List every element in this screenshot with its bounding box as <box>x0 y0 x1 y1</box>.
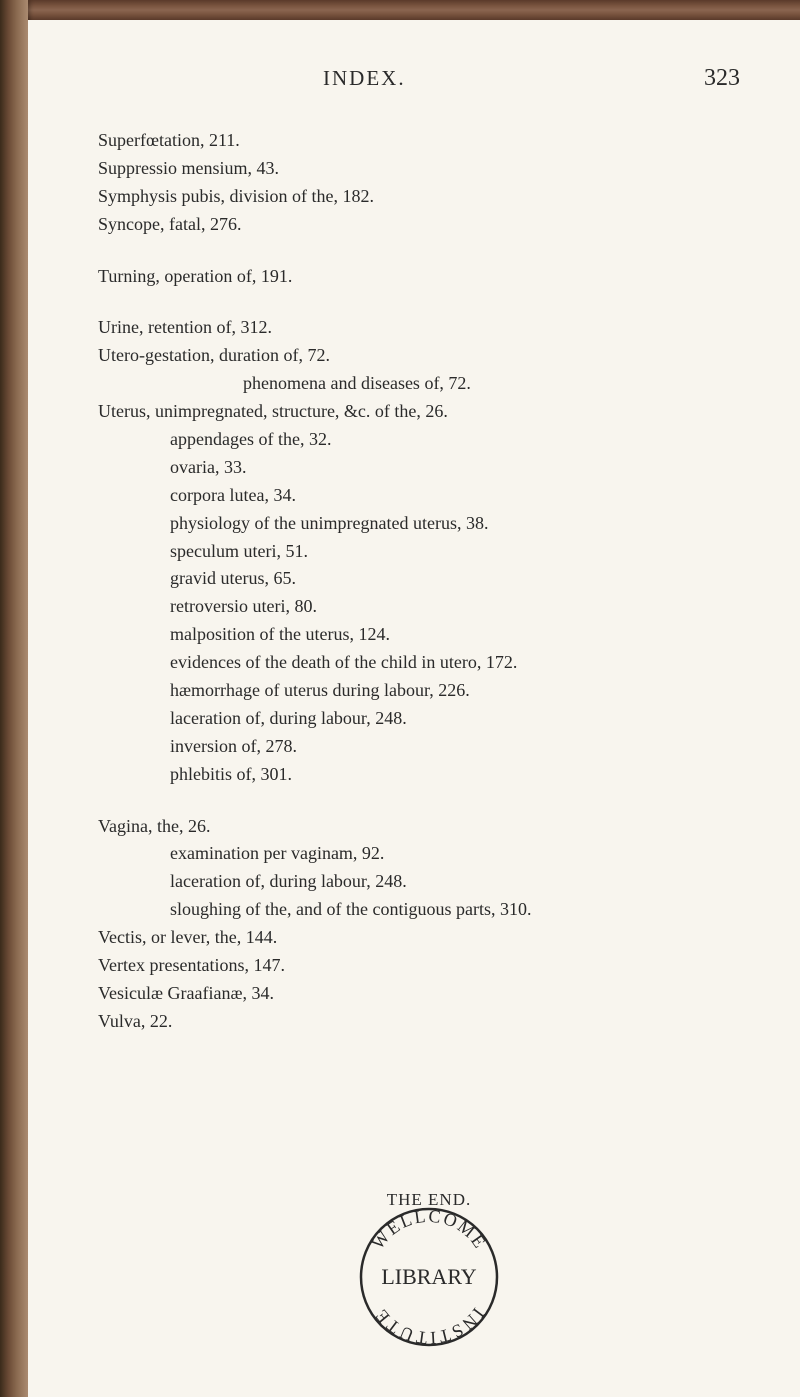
index-sub-entry: hæmorrhage of uterus during labour, 226. <box>98 677 740 705</box>
entry-group-s: Superfœtation, 211. Suppressio mensium, … <box>98 127 740 239</box>
index-entry: Turning, operation of, 191. <box>98 263 740 291</box>
library-stamp: THE END. WELLCOME LIBRARY INSTITUTE <box>354 1190 504 1352</box>
stamp-top-arc-text: WELLCOME <box>367 1206 490 1253</box>
index-sub-entry: retroversio uteri, 80. <box>98 593 740 621</box>
entry-group-u: Urine, retention of, 312. Utero-gestatio… <box>98 314 740 788</box>
index-sub-entry: malposition of the uterus, 124. <box>98 621 740 649</box>
index-sub-entry: gravid uterus, 65. <box>98 565 740 593</box>
index-entry: Suppressio mensium, 43. <box>98 155 740 183</box>
entry-group-v: Vagina, the, 26. examination per vaginam… <box>98 813 740 1036</box>
stamp-bottom-arc-text: INSTITUTE <box>370 1304 488 1348</box>
index-entry: Vagina, the, 26. <box>98 813 740 841</box>
index-entry: Symphysis pubis, division of the, 182. <box>98 183 740 211</box>
index-entry: Superfœtation, 211. <box>98 127 740 155</box>
page-header: INDEX. 323 <box>98 65 740 92</box>
index-sub-entry: evidences of the death of the child in u… <box>98 649 740 677</box>
index-entry: Vertex presentations, 147. <box>98 952 740 980</box>
index-sub-entry: speculum uteri, 51. <box>98 538 740 566</box>
index-sub-entry: sloughing of the, and of the contiguous … <box>98 896 740 924</box>
index-entry: Vectis, or lever, the, 144. <box>98 924 740 952</box>
index-sub-entry: corpora lutea, 34. <box>98 482 740 510</box>
index-entry: Vulva, 22. <box>98 1008 740 1036</box>
stamp-svg: WELLCOME LIBRARY INSTITUTE <box>354 1202 504 1352</box>
index-sub-entry: laceration of, during labour, 248. <box>98 868 740 896</box>
entry-group-t: Turning, operation of, 191. <box>98 263 740 291</box>
index-entry: Syncope, fatal, 276. <box>98 211 740 239</box>
book-spine <box>0 0 28 1397</box>
index-sub-entry: phenomena and diseases of, 72. <box>98 370 740 398</box>
index-title: INDEX. <box>323 66 406 91</box>
index-entry: Utero-gestation, duration of, 72. <box>98 342 740 370</box>
index-sub-entry: phlebitis of, 301. <box>98 761 740 789</box>
book-top-edge <box>0 0 800 20</box>
stamp-center-text: LIBRARY <box>381 1264 476 1289</box>
index-sub-entry: laceration of, during labour, 248. <box>98 705 740 733</box>
index-sub-entry: inversion of, 278. <box>98 733 740 761</box>
index-sub-entry: ovaria, 33. <box>98 454 740 482</box>
index-entry: Vesiculæ Graafianæ, 34. <box>98 980 740 1008</box>
index-sub-entry: physiology of the unimpregnated uterus, … <box>98 510 740 538</box>
index-entry: Urine, retention of, 312. <box>98 314 740 342</box>
page-content: INDEX. 323 Superfœtation, 211. Suppressi… <box>28 20 800 1397</box>
index-sub-entry: appendages of the, 32. <box>98 426 740 454</box>
index-entry: Uterus, unimpregnated, structure, &c. of… <box>98 398 740 426</box>
page-number: 323 <box>704 65 740 92</box>
index-sub-entry: examination per vaginam, 92. <box>98 840 740 868</box>
